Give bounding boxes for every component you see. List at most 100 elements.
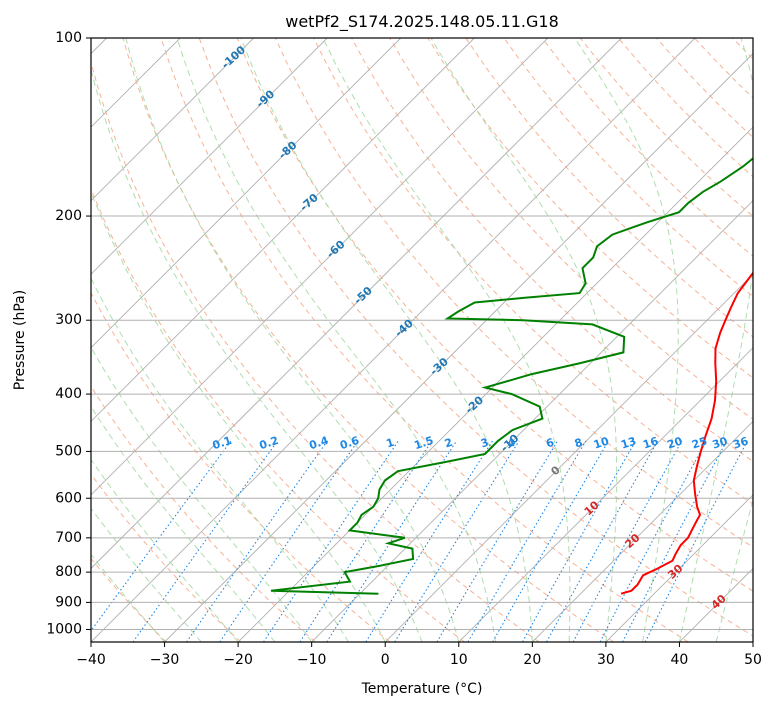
mixing-ratio-label: 0.4 [308,434,331,452]
y-tick-label: 1000 [46,621,82,637]
isotherm-line [458,347,753,642]
mixing-ratio-line [546,440,659,642]
dry-adiabat [465,38,753,338]
y-tick-label: 900 [55,594,82,610]
y-axis: 100 200 300 400 500 600 700 800 900 1000 [46,30,91,637]
y-tick-label: 700 [55,530,82,546]
mixing-ratio-label: 0.1 [211,434,234,452]
mixing-ratio-line [492,440,610,642]
mixing-ratio-label: 30 [711,434,730,451]
plot-frame [90,37,754,643]
isotherm-line [532,420,753,642]
x-axis: −40 −30 −20 −10 0 10 20 30 40 50 [76,642,762,668]
mixing-ratio-line [394,440,520,642]
profile-series [270,157,753,595]
mixing-ratio-label: 1 [384,436,395,451]
dry-adiabat [160,38,689,642]
moist-adiabat [91,553,165,642]
mixing-ratio-label: 1.5 [413,434,436,452]
y-axis-title: Pressure (hPa) [12,290,28,390]
moist-adiabat [91,67,423,642]
mixing-ratio-line [326,440,458,642]
mixing-ratio-label: 36 [731,434,750,451]
mixing-ratio-line [436,440,559,642]
x-tick-label: −20 [223,652,253,668]
isotherm-line [237,126,753,642]
x-tick-label: −10 [297,652,327,668]
dry-adiabat [91,291,391,642]
moist-adiabat [91,405,276,642]
mixing-ratio-line [644,440,748,642]
dry-adiabat [91,60,540,642]
moist-adiabat [574,38,679,642]
x-tick-label: 40 [671,652,689,668]
y-tick-label: 500 [55,443,82,459]
moist-adiabat [125,38,460,642]
mixing-ratio-line [522,440,637,642]
mixing-ratio-label: 2 [443,436,454,451]
x-tick-label: 50 [744,652,762,668]
mixing-ratio-label: 6 [544,436,556,451]
mixing-ratio-line [365,440,494,642]
isotherm-line [91,38,549,496]
isotherm-line [91,38,254,202]
dewpoint-line [270,157,753,595]
isotherm-line [164,52,753,642]
moist-adiabat [91,458,239,642]
moist-adiabat [715,498,753,642]
isotherm-line [91,38,622,570]
plot-area [91,38,753,642]
dry-adiabat [91,473,242,642]
pressure-gridlines [91,38,753,630]
mixing-ratio-label: 4 [506,436,518,451]
mixing-ratio-label: 20 [666,434,685,451]
dry-adiabat [236,38,753,592]
moist-adiabat [176,38,497,642]
mixing-ratio-label: 16 [641,434,660,451]
x-tick-label: −30 [150,652,180,668]
mixing-ratio-label: 13 [619,435,638,452]
y-tick-label: 100 [55,30,82,46]
dry-adiabat [91,385,316,642]
mixing-ratio-line [263,440,399,642]
moist-adiabat [91,346,313,642]
dry-adiabat [313,38,753,505]
mixing-ratio-label: 0.2 [258,434,281,452]
mixing-ratio-label: 3 [479,436,490,451]
y-tick-label: 200 [55,208,82,224]
y-tick-label: 300 [55,312,82,328]
x-tick-label: 30 [597,652,615,668]
dry-adiabat [503,38,753,298]
mixing-ratio-line [91,440,232,632]
reference-lines [91,38,753,642]
mixing-ratio-label: 10 [592,434,611,451]
x-tick-label: 0 [381,652,390,668]
moist-adiabat [322,38,571,642]
y-tick-label: 600 [55,490,82,506]
moist-adiabat [91,190,386,642]
isotherm-line [91,38,328,275]
mixing-ratio-label: 25 [690,435,709,452]
mixing-ratio-label: 0.6 [338,434,361,452]
mixing-ratio-label: 8 [573,436,584,451]
isotherm-line [91,38,402,349]
dry-adiabat [91,187,465,642]
y-tick-label: 400 [55,386,82,402]
moist-adiabat [240,38,533,642]
x-tick-label: −40 [76,652,106,668]
moist-adiabat [678,38,753,642]
isotherm-line [605,494,753,642]
moist-adiabat [430,38,618,642]
chart-title: wetPf2_S174.2025.148.05.11.G18 [285,12,559,32]
mixing-ratio-line [186,440,328,642]
mixing-ratio-line [299,440,433,642]
x-tick-label: 20 [523,652,541,668]
isotherm-line [311,200,753,642]
isotherm-line [384,273,753,642]
mixing-ratio-line [467,440,587,642]
dry-adiabat [351,38,753,462]
dry-adiabat [198,38,753,637]
dry-adiabat [274,38,753,548]
y-tick-label: 800 [55,564,82,580]
